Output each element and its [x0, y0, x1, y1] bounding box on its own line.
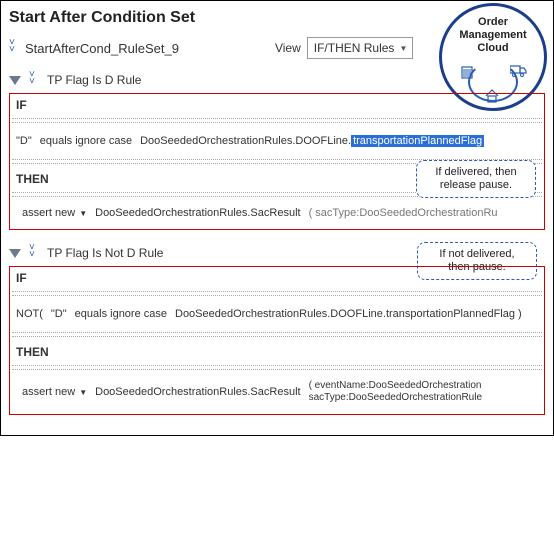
rule1-assert-dropdown[interactable]: assert new	[22, 207, 87, 219]
rule1-op: equals ignore case	[40, 135, 132, 147]
view-select-value: IF/THEN Rules	[314, 41, 395, 55]
rule2-param2: sacType:DooSeededOrchestrationRule	[309, 392, 482, 403]
expand-rule1-icon[interactable]: ˅˅	[29, 73, 39, 87]
badge-line3: Cloud	[477, 42, 508, 54]
badge-text: Order Management Cloud	[459, 16, 526, 56]
rule2-op: equals ignore case	[75, 308, 167, 320]
view-select[interactable]: IF/THEN Rules	[307, 37, 414, 59]
rule1-callout: If delivered, then release pause.	[416, 160, 536, 198]
rule2-param1: ( eventName:DooSeededOrchestration	[309, 380, 482, 391]
rule1-lhs: DooSeededOrchestrationRules.DOOFLine.	[140, 135, 351, 147]
rule2-assert-row: assert new DooSeededOrchestrationRules.S…	[10, 370, 544, 414]
view-label: View	[275, 41, 301, 55]
rule2-params: ( eventName:DooSeededOrchestration sacTy…	[309, 380, 482, 404]
rule1-quoted: "D"	[16, 135, 32, 147]
rule1-box: IF "D" equals ignore case DooSeededOrche…	[9, 93, 545, 230]
rule2-assert-dropdown[interactable]: assert new	[22, 386, 87, 398]
rule2-box: IF NOT( "D" equals ignore case DooSeeded…	[9, 266, 545, 415]
collapse-rule2-icon[interactable]	[9, 249, 21, 258]
ruleset-name: StartAfterCond_RuleSet_9	[25, 41, 179, 56]
building-icon	[460, 64, 476, 83]
truck-icon	[510, 64, 528, 81]
rule1-condition: "D" equals ignore case DooSeededOrchestr…	[10, 123, 544, 153]
rule1-result-class: DooSeededOrchestrationRules.SacResult	[95, 207, 300, 219]
badge-line2: Management	[459, 29, 526, 41]
rule2-then-label: THEN	[10, 337, 544, 359]
rule1-assert-row: assert new DooSeededOrchestrationRules.S…	[10, 197, 544, 229]
rule1-if-label: IF	[10, 94, 544, 112]
rule1-name: TP Flag Is D Rule	[47, 73, 141, 87]
rule1-field-highlight[interactable]: transportationPlannedFlag	[351, 135, 484, 147]
rule1-params: ( sacType:DooSeededOrchestrationRu	[309, 207, 498, 219]
badge-line1: Order	[478, 16, 508, 28]
rule2-name: TP Flag Is Not D Rule	[47, 246, 163, 260]
rule2-result-class: DooSeededOrchestrationRules.SacResult	[95, 386, 300, 398]
rule2-if-label: IF	[10, 267, 544, 285]
expand-ruleset-icon[interactable]: ˅˅	[9, 41, 19, 55]
rule2-not: NOT(	[16, 308, 43, 320]
collapse-rule1-icon[interactable]	[9, 76, 21, 85]
rule2-quoted: "D"	[51, 308, 67, 320]
rule1-assert-text: assert new	[22, 207, 75, 219]
rule2-condition: NOT( "D" equals ignore case DooSeededOrc…	[10, 296, 544, 326]
expand-rule2-icon[interactable]: ˅˅	[29, 246, 39, 260]
rule2-assert-text: assert new	[22, 386, 75, 398]
rule2-expr: DooSeededOrchestrationRules.DOOFLine.tra…	[175, 308, 522, 320]
